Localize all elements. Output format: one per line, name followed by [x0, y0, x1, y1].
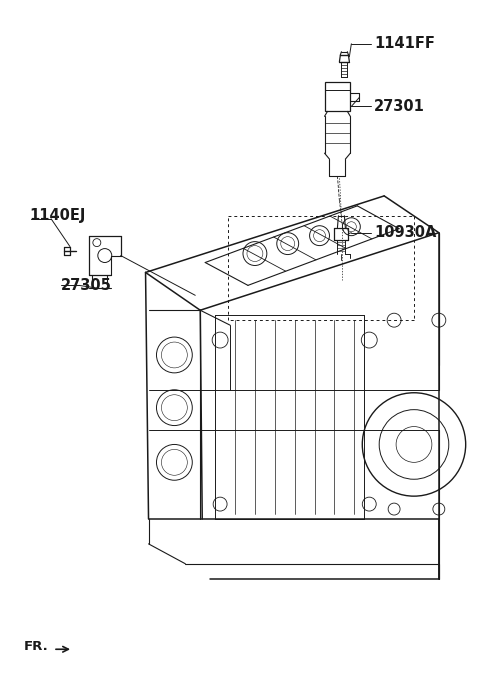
- Text: 10930A: 10930A: [374, 225, 437, 240]
- Text: 1140EJ: 1140EJ: [29, 209, 85, 223]
- Text: 1141FF: 1141FF: [374, 36, 435, 51]
- Text: 27305: 27305: [61, 278, 112, 293]
- Text: 27301: 27301: [374, 99, 425, 114]
- Bar: [324, 82, 350, 111]
- Text: FR.: FR.: [23, 640, 48, 653]
